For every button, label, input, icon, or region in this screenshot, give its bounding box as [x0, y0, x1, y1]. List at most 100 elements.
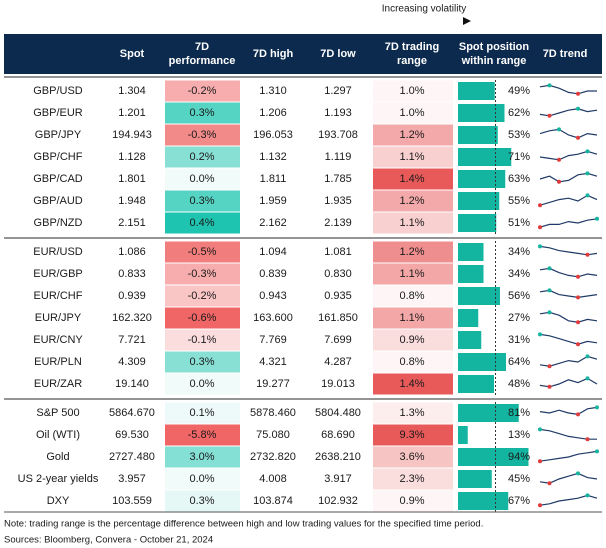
range-cell: [373, 102, 453, 124]
low-value: 4.287: [324, 356, 352, 368]
performance-cell: [165, 146, 240, 168]
header-bg: [4, 34, 602, 74]
range-cell: [373, 124, 453, 146]
range-value: 1.0%: [399, 85, 424, 97]
column-header: 7D low: [320, 48, 356, 60]
trend-min: [547, 113, 552, 118]
position-label: 67%: [508, 495, 530, 507]
low-value: 68.690: [321, 429, 355, 441]
low-value: 7.699: [324, 334, 352, 346]
trend-line: [539, 333, 598, 345]
high-value: 0.839: [259, 268, 287, 280]
high-value: 19.277: [256, 378, 290, 390]
high-value: 196.053: [253, 129, 293, 141]
trend-line: [539, 128, 598, 139]
row-label: GBP/JPY: [35, 129, 82, 141]
range-value: 1.4%: [399, 378, 424, 390]
range-cell: [373, 468, 453, 490]
trend-max: [595, 405, 599, 410]
range-cell: [373, 490, 453, 512]
high-value: 4.321: [259, 356, 287, 368]
spot-value: 1.086: [118, 246, 146, 258]
performance-cell: [165, 168, 240, 190]
row-label: EUR/USD: [33, 246, 83, 258]
position-label: 64%: [508, 356, 530, 368]
range-value: 0.9%: [399, 334, 424, 346]
trend-max: [585, 354, 590, 359]
spot-value: 1.948: [118, 195, 146, 207]
position-bar: [458, 265, 484, 283]
perf-value: 0.2%: [189, 151, 214, 163]
spot-value: 1.201: [118, 107, 146, 119]
range-cell: [373, 80, 453, 102]
row-label: S&P 500: [36, 407, 79, 419]
range-value: 0.9%: [399, 495, 424, 507]
low-value: 193.708: [318, 129, 358, 141]
row-label: GBP/EUR: [33, 107, 83, 119]
spot-value: 1.128: [118, 151, 146, 163]
trend-max: [585, 193, 590, 198]
row-label: EUR/ZAR: [34, 378, 82, 390]
trend-min: [576, 412, 580, 417]
high-value: 4.008: [259, 473, 287, 485]
trend-max: [547, 310, 552, 315]
position-label: 94%: [508, 451, 530, 463]
range-value: 3.6%: [399, 451, 424, 463]
row-label: DXY: [47, 495, 70, 507]
trend-max: [547, 288, 552, 293]
trend-min: [538, 203, 542, 208]
spot-value: 1.801: [118, 173, 146, 185]
trend-max: [595, 216, 599, 221]
range-value: 1.4%: [399, 173, 424, 185]
position-bar: [458, 404, 519, 422]
perf-value: -0.1%: [188, 334, 217, 346]
range-cell: [373, 168, 453, 190]
trend-max: [585, 149, 590, 154]
trend-min: [576, 320, 580, 325]
low-value: 19.013: [321, 378, 355, 390]
trend-max: [585, 493, 590, 498]
position-label: 13%: [508, 429, 530, 441]
position-bar: [458, 104, 505, 122]
perf-value: -0.6%: [188, 312, 217, 324]
performance-cell: [165, 190, 240, 212]
perf-value: -5.8%: [188, 429, 217, 441]
position-bar: [458, 309, 479, 327]
range-value: 1.1%: [399, 312, 424, 324]
performance-cell: [165, 402, 240, 424]
performance-cell: [165, 351, 240, 373]
range-cell: [373, 146, 453, 168]
low-value: 1.193: [324, 107, 352, 119]
trend-max: [585, 171, 590, 176]
position-bar: [458, 375, 494, 393]
trend-max: [557, 127, 561, 132]
spot-value: 194.943: [112, 129, 152, 141]
trend-min: [547, 364, 552, 369]
position-bar: [458, 82, 495, 100]
perf-value: 0.1%: [189, 407, 214, 419]
position-bar: [458, 148, 512, 166]
spot-value: 2727.480: [109, 451, 155, 463]
spot-value: 0.939: [118, 290, 146, 302]
performance-cell: [165, 446, 240, 468]
perf-value: -0.3%: [188, 268, 217, 280]
range-cell: [373, 241, 453, 263]
perf-value: 0.3%: [189, 107, 214, 119]
high-value: 1.959: [259, 195, 287, 207]
position-bar: [458, 470, 492, 488]
perf-value: 0.3%: [189, 495, 214, 507]
position-bar: [458, 214, 497, 232]
range-value: 1.0%: [399, 107, 424, 119]
trend-min: [538, 225, 542, 230]
performance-cell: [165, 102, 240, 124]
range-value: 0.8%: [399, 356, 424, 368]
perf-value: 0.0%: [189, 473, 214, 485]
position-bar: [458, 287, 500, 305]
position-label: 53%: [508, 129, 530, 141]
high-value: 163.600: [253, 312, 293, 324]
perf-value: 0.0%: [189, 173, 214, 185]
row-label: GBP/CAD: [33, 173, 83, 185]
performance-cell: [165, 212, 240, 234]
row-label: EUR/CHF: [34, 290, 83, 302]
trend-line: [539, 406, 598, 416]
